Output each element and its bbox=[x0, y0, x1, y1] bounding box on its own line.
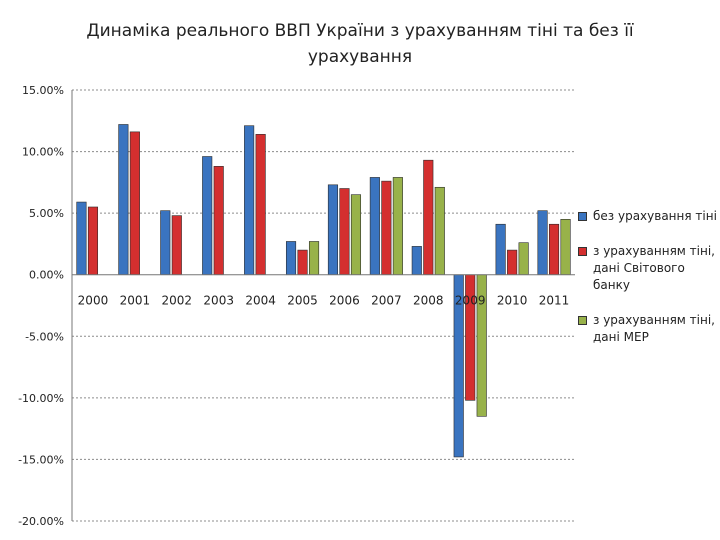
bar-series-1 bbox=[537, 210, 548, 276]
y-tick-label: -10.00% bbox=[18, 392, 64, 405]
bar-series-2 bbox=[423, 159, 434, 276]
bar-series-2 bbox=[339, 188, 350, 276]
x-tick-label: 2010 bbox=[497, 294, 528, 308]
bar-series-1 bbox=[160, 210, 171, 276]
bar-series-3 bbox=[350, 194, 362, 276]
legend: без урахування тіні з урахуванням тіні, … bbox=[578, 208, 718, 364]
x-tick-label: 2005 bbox=[287, 294, 318, 308]
bar-series-3 bbox=[434, 186, 445, 276]
bar-series-2 bbox=[548, 223, 560, 276]
legend-item-series-3: з урахуванням тіні, дані МЕР bbox=[578, 312, 718, 346]
bar-series-2 bbox=[213, 166, 224, 276]
y-tick-label: 5.00% bbox=[29, 207, 64, 220]
x-tick-label: 2007 bbox=[371, 294, 402, 308]
legend-label-series-2: з урахуванням тіні, дані Світового банку bbox=[593, 244, 715, 292]
x-tick-label: 2004 bbox=[245, 294, 276, 308]
legend-item-series-2: з урахуванням тіні, дані Світового банку bbox=[578, 243, 718, 294]
legend-swatch-series-1 bbox=[578, 212, 587, 221]
y-tick-label: -5.00% bbox=[25, 330, 64, 343]
legend-label-series-1: без урахування тіні bbox=[593, 209, 717, 223]
bar-series-1 bbox=[118, 124, 129, 276]
bar-series-3 bbox=[392, 177, 403, 276]
bar-series-1 bbox=[327, 184, 339, 276]
y-tick-label: 10.00% bbox=[22, 146, 64, 159]
x-tick-label: 2003 bbox=[203, 294, 234, 308]
x-tick-label: 2000 bbox=[78, 294, 109, 308]
bar-series-2 bbox=[297, 249, 308, 276]
legend-item-series-1: без урахування тіні bbox=[578, 208, 718, 225]
x-tick-label: 2011 bbox=[539, 294, 570, 308]
bar-series-2 bbox=[87, 206, 99, 276]
y-tick-label: 0.00% bbox=[29, 269, 64, 282]
bar-series-2 bbox=[507, 249, 518, 276]
legend-swatch-series-3 bbox=[578, 316, 587, 325]
x-tick-label: 2006 bbox=[329, 294, 360, 308]
x-tick-label: 2009 bbox=[455, 294, 486, 308]
y-tick-label: -15.00% bbox=[18, 453, 64, 466]
chart-title-line-1: Динаміка реального ВВП України з урахува… bbox=[86, 21, 634, 41]
bar-series-3 bbox=[560, 219, 571, 276]
bar-series-2 bbox=[129, 131, 140, 276]
bar-series-1 bbox=[76, 201, 87, 276]
y-tick-label: -20.00% bbox=[18, 515, 64, 528]
bar-series-1 bbox=[202, 156, 213, 276]
bar-series-1 bbox=[411, 246, 422, 276]
x-tick-label: 2001 bbox=[120, 294, 151, 308]
x-tick-label: 2008 bbox=[413, 294, 444, 308]
bar-series-2 bbox=[255, 134, 266, 276]
bar-series-3 bbox=[308, 241, 320, 276]
x-tick-label: 2002 bbox=[162, 294, 193, 308]
bar-series-1 bbox=[244, 125, 255, 276]
chart-title-line-2: урахування bbox=[307, 47, 413, 67]
bar-series-1 bbox=[285, 241, 297, 276]
bar-series-2 bbox=[381, 180, 392, 276]
bar-series-1 bbox=[495, 223, 506, 276]
legend-label-series-3: з урахуванням тіні, дані МЕР bbox=[593, 313, 715, 344]
chart-title: Динаміка реального ВВП України з урахува… bbox=[80, 18, 640, 70]
bar-series-3 bbox=[518, 242, 529, 276]
legend-swatch-series-2 bbox=[578, 247, 587, 256]
bar-series-1 bbox=[369, 177, 380, 276]
y-tick-label: 15.00% bbox=[22, 84, 64, 97]
bar-series-2 bbox=[171, 215, 182, 276]
